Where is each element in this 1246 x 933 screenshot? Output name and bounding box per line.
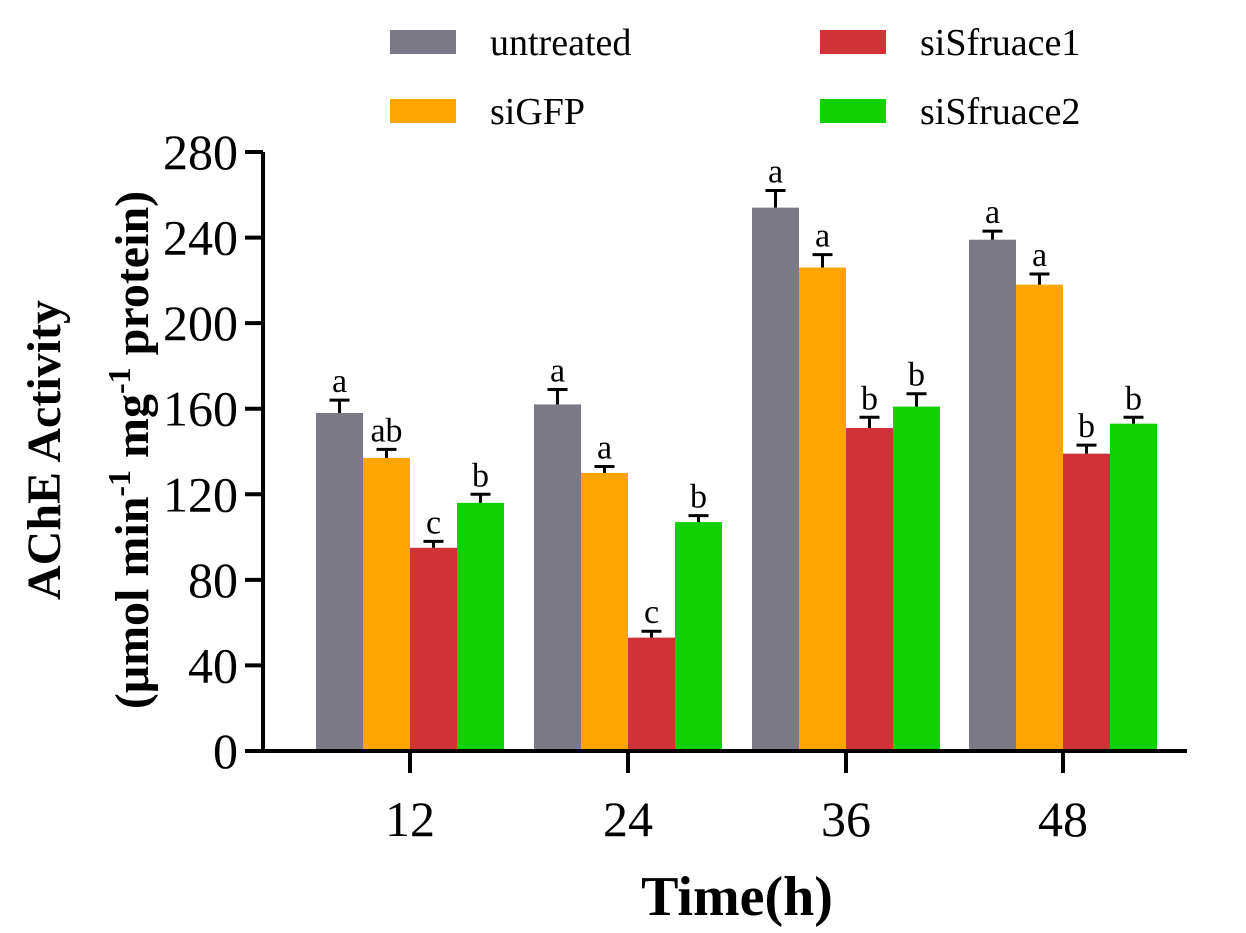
legend-label: siSfruace2 xyxy=(920,91,1080,133)
legend: untreated siGFP siSfruace1 siSfruace2 xyxy=(390,22,1080,133)
bar xyxy=(1110,423,1157,751)
significance-letter: a xyxy=(597,429,612,466)
bar xyxy=(846,427,893,751)
legend-swatch xyxy=(390,99,456,123)
legend-swatch xyxy=(820,99,886,123)
significance-letter: a xyxy=(985,194,1000,231)
y-tick-label: 120 xyxy=(163,466,238,522)
bar xyxy=(316,412,363,751)
legend-label: siSfruace1 xyxy=(920,22,1080,64)
legend-item-untreated: untreated xyxy=(390,22,631,64)
x-tick-label: 48 xyxy=(1038,791,1088,847)
significance-letter: a xyxy=(332,363,347,400)
bar xyxy=(799,267,846,751)
bar xyxy=(893,406,940,751)
bar xyxy=(752,207,799,751)
series-siGFP: ab aaa xyxy=(363,218,1063,751)
bar xyxy=(534,404,581,751)
bar xyxy=(675,522,722,751)
y-tick-label: 80 xyxy=(188,552,238,608)
x-tick-label: 24 xyxy=(603,791,653,847)
y-tick-label: 280 xyxy=(163,124,238,180)
y-tick-label: 40 xyxy=(188,637,238,693)
significance-letter: ab xyxy=(370,412,402,449)
significance-letter: b xyxy=(908,357,925,394)
legend-swatch xyxy=(820,30,886,54)
legend-item-siGFP: siGFP xyxy=(390,91,585,133)
y-ticks: 0 40 80 120 160 200 240 280 xyxy=(163,124,263,779)
bar xyxy=(628,637,675,751)
x-tick-label: 36 xyxy=(821,791,871,847)
x-tick-label: 12 xyxy=(385,791,435,847)
bar xyxy=(363,457,410,751)
bar xyxy=(1016,284,1063,751)
significance-letter: a xyxy=(815,218,830,255)
x-ticks: 12 24 36 48 xyxy=(385,751,1088,847)
series-untreated: a aaa xyxy=(316,154,1016,752)
significance-letter: c xyxy=(644,594,659,631)
significance-letter: a xyxy=(1032,237,1047,274)
legend-label: untreated xyxy=(490,22,631,64)
significance-letter: b xyxy=(690,479,707,516)
y-axis-label: AChE Activity (μmol min-1 mg-1 protein) xyxy=(18,191,159,709)
significance-letter: b xyxy=(1125,380,1142,417)
legend-item-siSfruace2: siSfruace2 xyxy=(820,91,1080,133)
legend-label: siGFP xyxy=(490,91,585,133)
bar xyxy=(457,502,504,751)
bar xyxy=(969,239,1016,752)
bar xyxy=(1063,453,1110,751)
significance-letter: c xyxy=(426,504,441,541)
axes xyxy=(261,152,1187,753)
bar xyxy=(410,547,457,751)
significance-letter: b xyxy=(861,380,878,417)
legend-item-siSfruace1: siSfruace1 xyxy=(820,22,1080,64)
y-axis-label-line2: (μmol min-1 mg-1 protein) xyxy=(101,191,159,709)
y-tick-label: 200 xyxy=(163,295,238,351)
x-axis-label: Time(h) xyxy=(641,866,833,928)
y-axis-label-line1: AChE Activity xyxy=(18,300,71,600)
significance-letter: b xyxy=(472,457,489,494)
legend-swatch xyxy=(390,30,456,54)
significance-letter: a xyxy=(768,154,783,191)
bar xyxy=(581,472,628,751)
significance-letter: a xyxy=(550,352,565,389)
y-tick-label: 0 xyxy=(213,723,238,779)
y-tick-label: 160 xyxy=(163,381,238,437)
significance-letter: b xyxy=(1078,408,1095,445)
y-tick-label: 240 xyxy=(163,210,238,266)
